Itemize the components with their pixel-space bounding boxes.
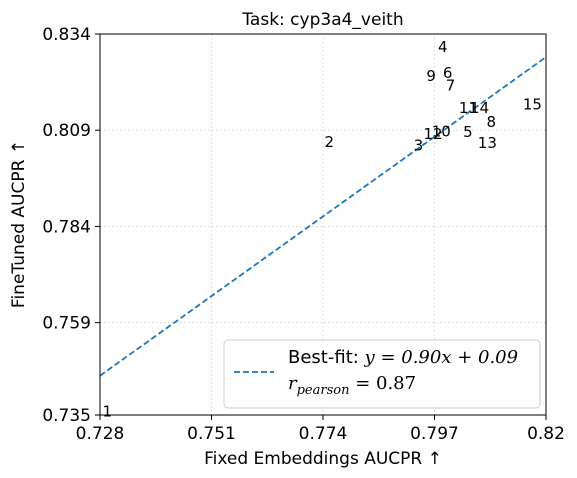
y-tick-label: 0.759 [42, 314, 91, 334]
x-axis-ticks: 0.728 0.751 0.774 0.797 0.82 [76, 415, 565, 444]
point-label-11: 11 [459, 99, 478, 117]
legend-fit-label: Best-fit: y = 0.90x + 0.09 [288, 347, 518, 368]
y-tick-label: 0.784 [42, 217, 91, 237]
point-label-7: 7 [446, 76, 456, 94]
point-label-14: 14 [470, 99, 489, 117]
point-label-4: 4 [438, 38, 448, 56]
point-label-9: 9 [426, 67, 436, 85]
point-label-8: 8 [486, 113, 496, 131]
point-label-1: 1 [102, 402, 112, 420]
point-label-6: 6 [443, 64, 453, 82]
y-tick-label: 0.809 [42, 121, 91, 141]
chart-title: Task: cyp3a4_veith [241, 10, 403, 30]
point-label-5: 5 [463, 123, 473, 141]
y-axis-label: FineTuned AUCPR ↑ [9, 140, 29, 308]
y-tick-label: 0.834 [42, 25, 91, 45]
point-label-3: 3 [414, 136, 424, 154]
legend-pearson-subscript: pearson [297, 383, 350, 398]
y-tick-label: 0.735 [42, 406, 91, 426]
point-label-2: 2 [325, 133, 335, 151]
y-axis-ticks: 0.735 0.759 0.784 0.809 0.834 [42, 25, 100, 426]
x-tick-label: 0.751 [187, 424, 236, 444]
legend-box [223, 339, 541, 409]
x-tick-label: 0.728 [76, 424, 125, 444]
x-tick-label: 0.797 [410, 424, 459, 444]
point-label-10: 10 [432, 123, 451, 141]
legend-pearson-symbol: r [288, 373, 298, 394]
legend-fit-equation: y = 0.90x + 0.09 [364, 347, 519, 368]
point-label-15: 15 [523, 96, 542, 114]
legend-fit-prefix: Best-fit: [288, 347, 365, 368]
x-axis-label: Fixed Embeddings AUCPR ↑ [204, 449, 442, 469]
point-label-13: 13 [478, 134, 497, 152]
point-label-12: 12 [423, 125, 442, 143]
x-tick-label: 0.82 [527, 424, 565, 444]
best-fit-line [99, 56, 547, 377]
legend-pearson-value: = 0.87 [349, 373, 416, 394]
legend: Best-fit: y = 0.90x + 0.09 rpearson = 0.… [223, 339, 541, 409]
legend-pearson-label: rpearson = 0.87 [288, 373, 416, 398]
x-tick-label: 0.774 [299, 424, 348, 444]
